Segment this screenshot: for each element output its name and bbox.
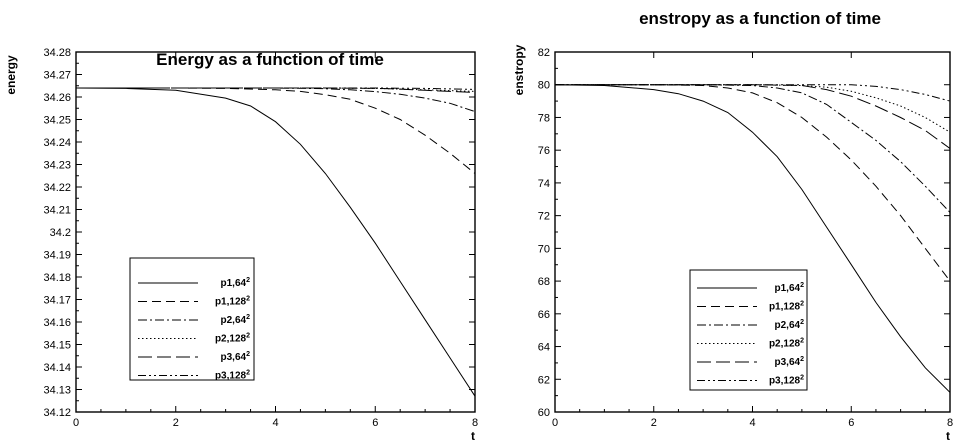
legend-label: p1,642 <box>775 282 805 294</box>
y-tick-label: 60 <box>538 407 550 419</box>
y-tick-label: 34.28 <box>43 47 71 59</box>
x-tick-label: 8 <box>472 417 478 429</box>
y-tick-label: 72 <box>538 211 550 223</box>
y-tick-label: 66 <box>538 309 550 321</box>
series-line-1 <box>76 87 475 397</box>
y-tick-label: 34.19 <box>43 250 71 262</box>
x-tick-label: 6 <box>372 417 378 429</box>
y-tick-label: 70 <box>538 243 550 255</box>
y-tick-label: 34.22 <box>43 182 71 194</box>
legend-label: p2,1282 <box>769 338 804 350</box>
chart-1: 34.12 34.13 34.14 34.15 34.16 34.17 34.18 34.19… <box>4 47 478 443</box>
y-tick-label: 64 <box>538 342 550 354</box>
series-line-6 <box>76 87 475 90</box>
x-axis-label: t <box>471 429 475 443</box>
y-tick-label: 34.24 <box>43 137 71 149</box>
series-line-3 <box>555 84 950 213</box>
series-line-3 <box>76 87 475 113</box>
y-tick-label: 34.21 <box>43 205 71 217</box>
y-tick-label: 34.25 <box>43 115 71 127</box>
y-tick-label: 34.18 <box>43 272 71 284</box>
x-tick-label: 4 <box>272 417 278 429</box>
legend-label: p3,1282 <box>215 370 250 382</box>
x-tick-label: 6 <box>848 417 854 429</box>
x-tick-label: 0 <box>73 417 79 429</box>
legend: p1,642 p1,1282 p2,642 p2,1282 p3,642 p3,1282 <box>129 257 255 382</box>
y-tick-label: 74 <box>538 178 550 190</box>
chart-title: enstropy as a function of time <box>639 9 881 28</box>
series-line-5 <box>76 87 475 93</box>
y-tick-label: 78 <box>538 112 550 124</box>
y-axis-label: enstropy <box>512 44 526 95</box>
series-line-2 <box>555 84 950 282</box>
y-tick-label: 68 <box>538 276 550 288</box>
x-tick-label: 8 <box>947 417 953 429</box>
series-line-4 <box>555 84 950 133</box>
legend: p1,642 p1,1282 p2,642 p2,1282 p3,642 p3,1282 <box>689 269 808 391</box>
y-tick-label: 34.16 <box>43 317 71 329</box>
legend-box <box>689 269 808 391</box>
series-line-6 <box>555 84 950 102</box>
legend-label: p2,642 <box>221 314 251 326</box>
x-tick-label: 2 <box>651 417 657 429</box>
legend-label: p2,642 <box>775 319 805 331</box>
y-tick-label: 34.14 <box>43 362 71 374</box>
y-tick-label: 34.13 <box>43 385 71 397</box>
x-tick-label: 4 <box>749 417 755 429</box>
legend-label: p1,1282 <box>769 301 804 313</box>
legend-label: p1,1282 <box>215 296 250 308</box>
x-axis-label: t <box>946 429 950 443</box>
series-line-2 <box>76 87 475 174</box>
y-tick-label: 34.2 <box>50 227 71 239</box>
series-line-5 <box>555 84 950 149</box>
series-line-4 <box>76 87 475 92</box>
legend-label: p3,1282 <box>769 375 804 387</box>
legend-label: p1,642 <box>221 277 251 289</box>
series-line-1 <box>555 84 950 393</box>
legend-box <box>129 257 255 381</box>
y-tick-label: 34.17 <box>43 295 71 307</box>
y-tick-label: 34.15 <box>43 340 71 352</box>
y-tick-label: 80 <box>538 80 550 92</box>
x-tick-label: 2 <box>173 417 179 429</box>
legend-label: p2,1282 <box>215 333 250 345</box>
y-tick-label: 82 <box>538 47 550 59</box>
y-axis-label: energy <box>4 55 18 95</box>
y-tick-label: 34.12 <box>43 407 71 419</box>
legend-label: p3,642 <box>221 351 251 363</box>
y-tick-label: 34.26 <box>43 92 71 104</box>
y-tick-label: 34.23 <box>43 160 71 172</box>
x-tick-label: 0 <box>552 417 558 429</box>
y-tick-label: 62 <box>538 374 550 386</box>
legend-label: p3,642 <box>775 356 805 368</box>
y-tick-label: 34.27 <box>43 70 71 82</box>
y-tick-label: 76 <box>538 145 550 157</box>
chart-title: Energy as a function of time <box>156 50 384 69</box>
